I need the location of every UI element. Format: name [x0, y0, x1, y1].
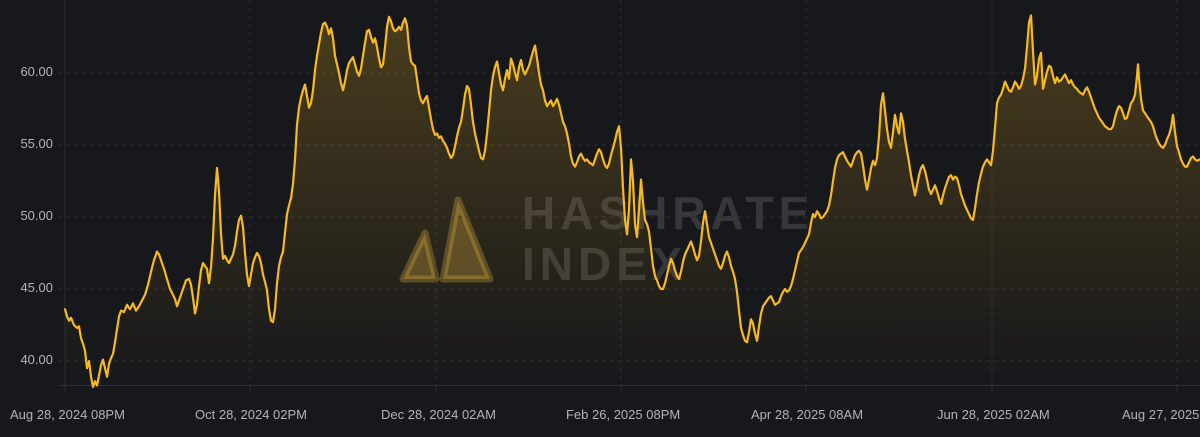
price-line	[63, 14, 1200, 388]
series	[63, 14, 1200, 437]
area-fill	[65, 15, 1200, 437]
